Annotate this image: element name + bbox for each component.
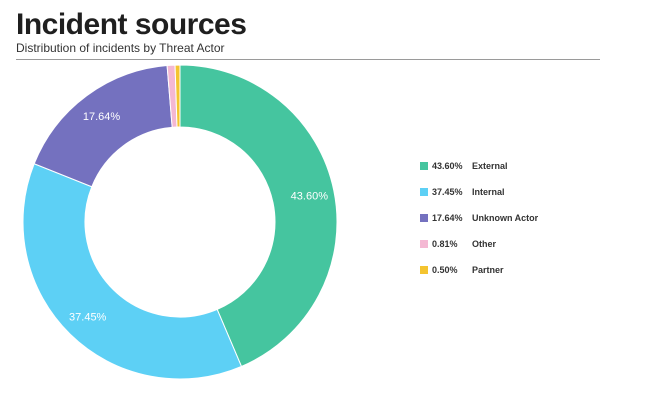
legend-label-internal: Internal [472,187,505,197]
chart-legend: 43.60% External 37.45% Internal 17.64% Unknow… [420,153,538,283]
donut-slices [22,64,338,380]
legend-label-partner: Partner [472,265,504,275]
legend-percent-other: 0.81% [432,239,458,249]
chart-title: Incident sources [16,8,247,41]
slice-partner [174,64,181,128]
legend-label-external: External [472,161,508,171]
chart-subtitle: Distribution of incidents by Threat Acto… [16,41,225,55]
legend-swatch-other [420,240,428,248]
slice-label-external: 43.60% [291,191,329,203]
slice-label-internal: 37.45% [69,311,107,323]
legend-item-internal: 37.45% Internal [420,179,538,205]
legend-percent-internal: 37.45% [432,187,463,197]
title-divider [16,59,600,60]
legend-item-partner: 0.50% Partner [420,257,538,283]
donut-slice-labels: 43.60% 37.45% 17.64% [69,111,328,324]
legend-label-other: Other [472,239,497,249]
legend-swatch-external [420,162,428,170]
legend-swatch-partner [420,266,428,274]
slice-internal [22,163,243,380]
slice-label-unknown-actor: 17.64% [83,111,121,123]
legend-percent-external: 43.60% [432,161,463,171]
slice-unknown-actor [33,64,173,188]
legend-swatch-internal [420,188,428,196]
legend-percent-unknown-actor: 17.64% [432,213,463,223]
legend-swatch-unknown-actor [420,214,428,222]
legend-item-external: 43.60% External [420,153,538,179]
legend-label-unknown-actor: Unknown Actor [472,213,539,223]
legend-item-other: 0.81% Other [420,231,538,257]
legend-item-unknown-actor: 17.64% Unknown Actor [420,205,538,231]
slice-external [179,64,338,368]
legend-percent-partner: 0.50% [432,265,458,275]
